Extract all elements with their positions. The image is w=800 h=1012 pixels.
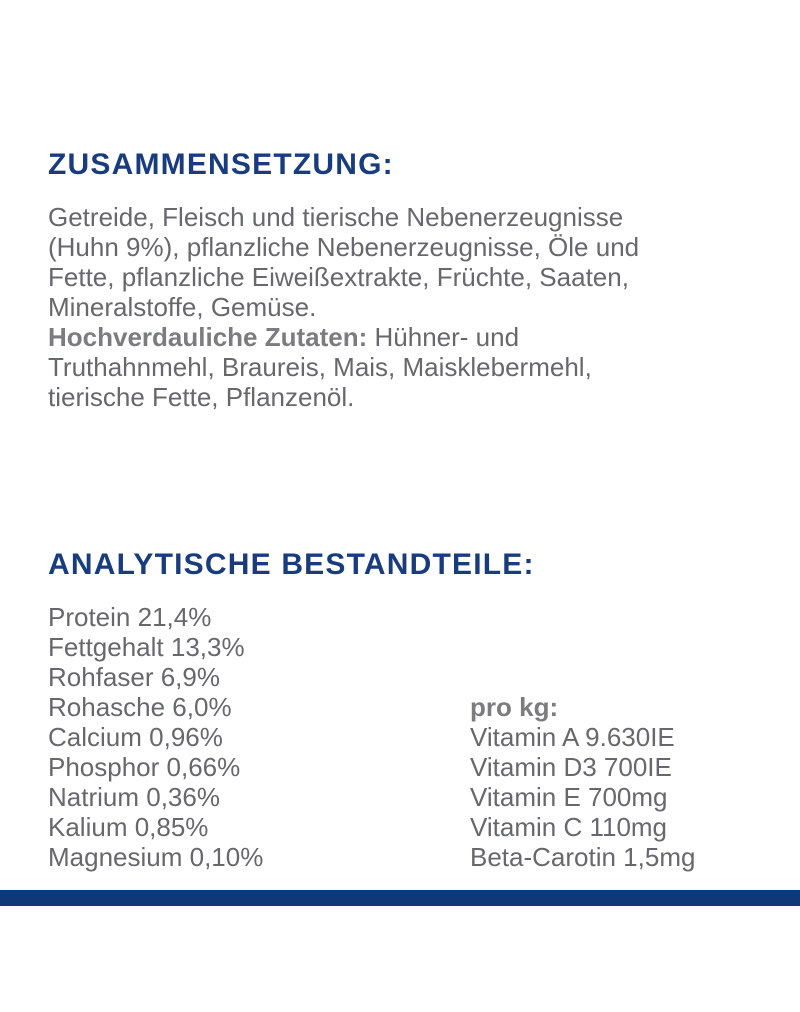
nutrient-item: Magnesium 0,10% — [48, 842, 264, 872]
vitamin-item: Vitamin A 9.630IE — [470, 722, 675, 752]
composition-highlight-line: tierische Fette, Pflanzenöl. — [48, 382, 355, 412]
vitamin-list: pro kg: Vitamin A 9.630IE Vitamin D3 700… — [470, 692, 695, 872]
composition-text: Getreide, Fleisch und tierische Nebenerz… — [48, 202, 639, 412]
analytical-heading: ANALYTISCHE BESTANDTEILE: — [48, 548, 535, 581]
nutrient-item: Natrium 0,36% — [48, 782, 220, 812]
nutrient-item: Calcium 0,96% — [48, 722, 223, 752]
vitamin-item: Beta-Carotin 1,5mg — [470, 842, 696, 872]
composition-highlight-line: Truthahnmehl, Braureis, Mais, Maiskleber… — [48, 352, 592, 382]
composition-highlight-line: Hochverdauliche Zutaten: Hühner- und — [48, 322, 639, 352]
nutrient-list: Protein 21,4% Fettgehalt 13,3% Rohfaser … — [48, 602, 263, 872]
composition-line: Fette, pflanzliche Eiweißextrakte, Früch… — [48, 262, 629, 292]
vitamin-item: Vitamin C 110mg — [470, 812, 668, 842]
composition-line: (Huhn 9%), pflanzliche Nebenerzeugnisse,… — [48, 232, 640, 262]
composition-heading: ZUSAMMENSETZUNG: — [48, 148, 394, 181]
bottom-accent-bar — [0, 890, 800, 906]
vitamin-item: Vitamin D3 700IE — [470, 752, 672, 782]
nutrient-item: Rohfaser 6,9% — [48, 662, 220, 692]
composition-line: Getreide, Fleisch und tierische Nebenerz… — [48, 202, 624, 232]
highlight-label: Hochverdauliche Zutaten: — [48, 322, 368, 352]
nutrient-item: Rohasche 6,0% — [48, 692, 232, 722]
highlight-text: Hühner- und — [374, 322, 520, 352]
vitamin-item: Vitamin E 700mg — [470, 782, 668, 812]
nutrient-item: Phosphor 0,66% — [48, 752, 241, 782]
nutrient-item: Fettgehalt 13,3% — [48, 632, 245, 662]
nutrient-item: Protein 21,4% — [48, 602, 212, 632]
per-kg-label: pro kg: — [470, 692, 559, 722]
composition-line: Mineralstoffe, Gemüse. — [48, 292, 317, 322]
nutrient-item: Kalium 0,85% — [48, 812, 209, 842]
